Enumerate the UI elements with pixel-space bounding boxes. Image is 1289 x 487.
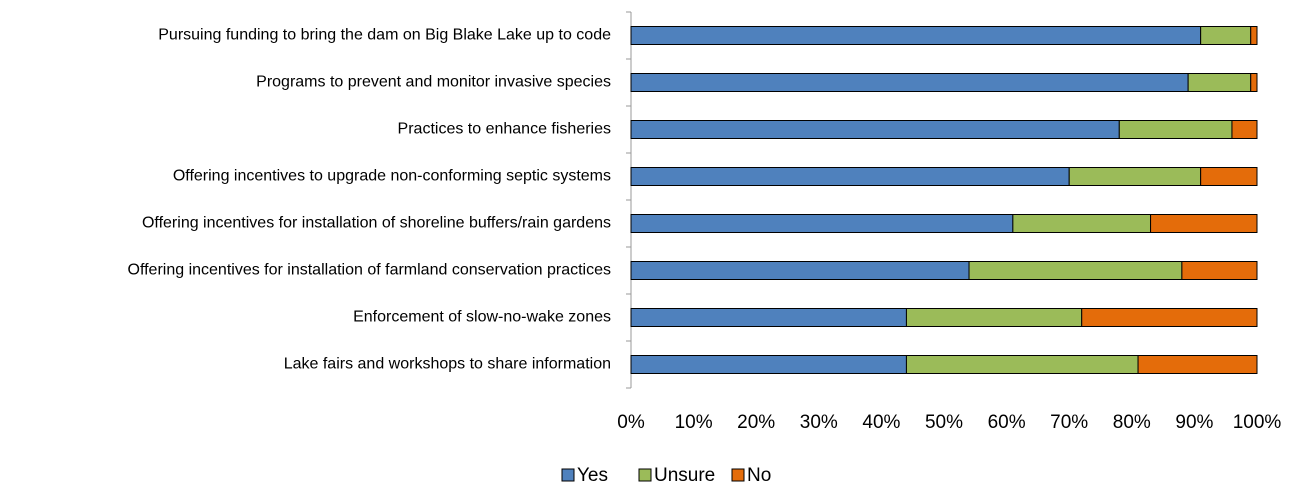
legend-swatch (731, 468, 745, 482)
bar-segment (1250, 73, 1258, 92)
bar-segment (630, 167, 1070, 186)
bar-segment (905, 355, 1139, 374)
bar-segment (630, 355, 907, 374)
bar-segment (1181, 261, 1258, 280)
bar-segment (1231, 120, 1258, 139)
bar-segment (630, 214, 1014, 233)
x-tick-label: 100% (1233, 412, 1282, 433)
legend-label: No (747, 465, 771, 486)
bar-segment (1187, 73, 1252, 92)
x-tick-label: 20% (737, 412, 775, 433)
category-label: Pursuing funding to bring the dam on Big… (158, 27, 611, 44)
legend-swatch (561, 468, 575, 482)
x-tick-label: 0% (617, 412, 645, 433)
category-label: Programs to prevent and monitor invasive… (256, 74, 611, 91)
category-label: Offering incentives to upgrade non-confo… (173, 168, 611, 185)
x-tick-label: 70% (1050, 412, 1088, 433)
legend-label: Yes (577, 465, 608, 486)
bar-segment (1081, 308, 1258, 327)
category-label: Practices to enhance fisheries (398, 121, 611, 138)
bar-segment (630, 26, 1202, 45)
bar-segment (968, 261, 1183, 280)
bar-segment (1200, 167, 1258, 186)
x-tick-label: 60% (988, 412, 1026, 433)
bar-segment (1200, 26, 1252, 45)
bar-segment (1012, 214, 1152, 233)
bar-segment (1250, 26, 1258, 45)
bar-segment (630, 261, 970, 280)
x-tick-label: 90% (1175, 412, 1213, 433)
category-label: Lake fairs and workshops to share inform… (284, 356, 611, 373)
bar-segment (630, 308, 907, 327)
x-tick-label: 50% (925, 412, 963, 433)
bar-segment (1068, 167, 1202, 186)
x-tick-label: 80% (1113, 412, 1151, 433)
legend-label: Unsure (654, 465, 715, 486)
category-label: Offering incentives for installation of … (142, 215, 611, 232)
bar-segment (905, 308, 1083, 327)
bar-segment (1150, 214, 1258, 233)
x-tick-label: 30% (800, 412, 838, 433)
bar-segment (630, 120, 1120, 139)
x-tick-label: 40% (862, 412, 900, 433)
x-tick-label: 10% (675, 412, 713, 433)
category-label: Enforcement of slow-no-wake zones (353, 309, 611, 326)
category-label: Offering incentives for installation of … (128, 262, 612, 279)
bar-segment (1118, 120, 1233, 139)
bar-segment (1137, 355, 1258, 374)
bar-segment (630, 73, 1189, 92)
legend-swatch (638, 468, 652, 482)
